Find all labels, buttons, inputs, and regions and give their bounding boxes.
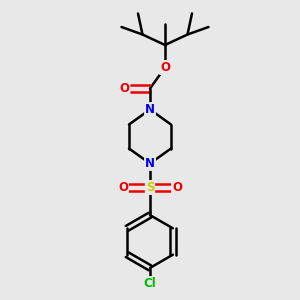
Text: O: O <box>119 82 130 95</box>
Text: N: N <box>145 157 155 170</box>
Text: O: O <box>160 61 170 74</box>
Text: N: N <box>145 103 155 116</box>
Text: O: O <box>172 181 182 194</box>
Text: S: S <box>146 181 154 194</box>
Text: Cl: Cl <box>144 277 156 290</box>
Text: O: O <box>118 181 128 194</box>
